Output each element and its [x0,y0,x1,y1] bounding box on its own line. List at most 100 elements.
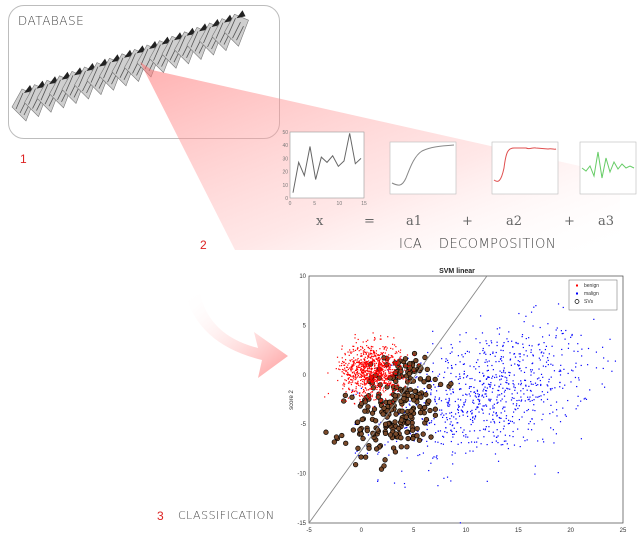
benign-point [386,383,389,385]
benign-point [353,345,355,348]
benign-point [370,395,372,397]
benign-point [378,367,380,369]
benign-point [341,399,343,402]
malign-point [498,386,500,388]
benign-point [395,384,397,387]
benign-point [390,369,392,371]
malign-point [495,440,497,442]
sv-point [421,379,427,385]
benign-point [361,386,364,388]
benign-point [365,378,367,381]
sv-point [427,407,433,414]
malign-point [475,338,477,340]
benign-point [363,362,365,364]
malign-point [491,342,493,344]
malign-point [489,386,491,388]
malign-point [487,369,489,371]
malign-point [488,345,490,347]
benign-point [359,366,361,369]
benign-point [341,362,343,365]
benign-point [374,338,376,340]
malign-point [492,418,494,421]
malign-point [471,409,473,412]
benign-point [354,333,356,336]
benign-point [360,349,362,351]
benign-point [347,378,349,380]
malign-point [445,398,447,400]
benign-point [387,361,389,363]
malign-point [491,391,493,393]
malign-point [493,407,495,409]
malign-point [437,441,439,443]
malign-point [538,357,540,359]
malign-point [561,348,563,351]
benign-point [378,363,380,365]
malign-point [436,403,438,405]
malign-point [513,444,516,446]
malign-point [555,337,557,339]
malign-point [515,409,517,411]
malign-point [497,389,499,392]
malign-point [486,378,488,380]
malign-point [473,430,476,432]
malign-point [511,416,514,418]
benign-point [351,364,353,366]
benign-point [370,356,372,358]
malign-point [466,410,469,413]
benign-point [378,372,380,374]
benign-point [363,396,365,398]
malign-point [430,393,432,396]
sv-point [362,454,369,460]
sv-point [392,449,399,455]
benign-point [335,368,337,370]
malign-point [512,380,514,382]
benign-point [382,346,384,348]
sv-point [401,395,407,402]
benign-point [379,367,381,369]
benign-point [383,373,385,375]
malign-point [513,386,515,388]
benign-point [363,373,365,376]
malign-point [485,395,488,397]
benign-point [363,376,366,379]
malign-point [446,359,449,361]
sv-point [417,404,423,410]
malign-point [503,440,506,442]
malign-point [482,390,484,392]
benign-point [359,392,361,394]
malign-point [459,341,461,343]
benign-point [327,392,330,395]
benign-point [356,376,358,378]
benign-point [388,367,390,370]
malign-point [405,406,407,409]
malign-point [540,373,543,375]
malign-point [415,377,417,379]
malign-point [551,387,553,390]
benign-point [354,376,356,378]
malign-point [470,391,472,393]
malign-point [580,438,582,440]
malign-point [584,397,586,399]
benign-point [348,380,350,383]
benign-point [380,354,382,356]
projection-beam [140,62,620,250]
benign-point [364,366,366,368]
malign-point [465,393,467,395]
malign-point [377,479,379,481]
sv-point [350,427,357,433]
malign-point [507,447,510,450]
benign-point [349,351,351,353]
y-tick-label: -10 [297,472,306,478]
benign-point [364,375,366,377]
benign-point [407,365,409,367]
benign-point [363,367,365,370]
benign-point [346,366,348,369]
malign-point [475,368,477,370]
malign-point [514,387,516,389]
malign-point [492,369,494,371]
malign-point [449,352,451,355]
benign-point [357,347,359,349]
malign-point [546,357,549,359]
benign-point [380,364,382,366]
benign-point [385,366,387,369]
